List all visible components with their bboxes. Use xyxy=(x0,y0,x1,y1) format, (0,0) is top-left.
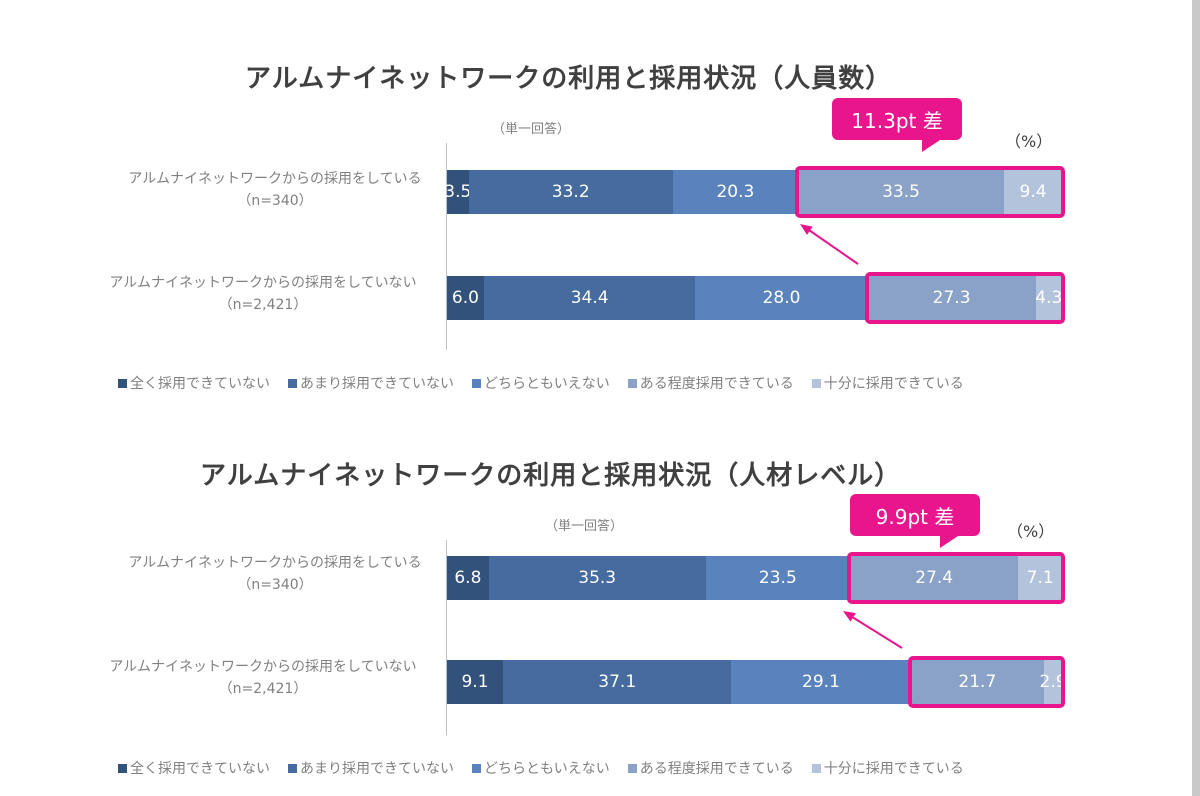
positive-share-highlight xyxy=(794,166,1065,218)
stacked-bar: 3.5 33.2 20.3 33.5 9.4 xyxy=(444,170,1062,214)
bar-segment-5: 2.9 xyxy=(1040,660,1067,704)
legend-swatch-icon xyxy=(472,378,481,388)
legend-label: 十分に採用できている xyxy=(823,376,964,392)
legend-item: ある程度採用できている xyxy=(627,373,794,393)
bar-segment-1: 9.1 xyxy=(447,660,504,704)
chart-legend: 全く採用できていない あまり採用できていない どちらともいえない ある程度採用できてい… xyxy=(118,373,964,393)
unit-label: （%） xyxy=(1005,132,1053,151)
legend-swatch-icon xyxy=(288,378,297,388)
legend-label: どちらともいえない xyxy=(484,376,610,392)
legend-swatch-icon xyxy=(811,378,821,388)
legend-item: 十分に採用できている xyxy=(811,373,964,393)
legend-label: ある程度採用できている xyxy=(639,761,794,777)
bar-segment-5: 7.1 xyxy=(1018,556,1062,600)
legend-swatch-icon xyxy=(627,763,637,773)
bar-segment-3: 20.3 xyxy=(672,170,798,214)
stacked-bar: 6.0 34.4 28.0 27.3 4.3 xyxy=(447,276,1062,320)
bar-segment-4: 33.5 xyxy=(797,170,1005,214)
difference-callout: 11.3pt 差 xyxy=(832,98,962,152)
legend-swatch-icon xyxy=(627,378,637,388)
window-edge xyxy=(1192,0,1200,796)
legend-label: あまり採用できていない xyxy=(300,376,454,392)
legend-item: あまり採用できていない xyxy=(288,373,454,393)
legend-item: ある程度採用できている xyxy=(627,758,794,778)
positive-share-highlight xyxy=(864,272,1065,324)
legend-swatch-icon xyxy=(472,763,481,773)
legend-item: どちらともいえない xyxy=(472,373,610,393)
positive-share-highlight xyxy=(907,656,1065,708)
stacked-bar: 9.1 37.1 29.1 21.7 2.9 xyxy=(447,660,1067,704)
category-sample-size: （n=2,421） xyxy=(218,297,308,313)
chart-title: アルムナイネットワークの利用と採用状況（人材レベル） xyxy=(200,461,902,491)
category-axis-line xyxy=(446,540,447,735)
legend-item: 全く採用できていない xyxy=(118,373,270,393)
chart-legend: 全く採用できていない あまり採用できていない どちらともいえない ある程度採用できてい… xyxy=(118,758,964,778)
category-label: アルムナイネットワークからの採用をしている （n=340） xyxy=(110,168,440,212)
bar-segment-1: 6.0 xyxy=(447,276,484,320)
category-name: アルムナイネットワークからの採用をしていない xyxy=(109,275,417,291)
category-label: アルムナイネットワークからの採用をしていない （n=2,421） xyxy=(98,656,428,700)
unit-label: （%） xyxy=(1007,522,1055,541)
stacked-bar: 6.8 35.3 23.5 27.4 7.1 xyxy=(447,556,1062,600)
category-name: アルムナイネットワークからの採用をしている xyxy=(128,555,422,571)
legend-item: あまり採用できていない xyxy=(288,758,454,778)
category-sample-size: （n=340） xyxy=(237,193,313,209)
legend-label: 全く採用できていない xyxy=(130,376,270,392)
category-name: アルムナイネットワークからの採用をしている xyxy=(128,171,422,187)
legend-swatch-icon xyxy=(811,763,821,773)
category-sample-size: （n=340） xyxy=(237,577,313,593)
bar-segment-3: 23.5 xyxy=(705,556,851,600)
bar-segment-2: 34.4 xyxy=(483,276,696,320)
category-label: アルムナイネットワークからの採用をしている （n=340） xyxy=(110,552,440,596)
difference-callout-text: 9.9pt 差 xyxy=(875,504,955,529)
legend-swatch-icon xyxy=(118,378,127,388)
positive-share-highlight xyxy=(847,552,1065,604)
legend-item: 全く採用できていない xyxy=(118,758,270,778)
answer-type-note: （単一回答） xyxy=(545,519,624,534)
callout-tail xyxy=(940,536,958,548)
bar-segment-2: 33.2 xyxy=(468,170,673,214)
bar-segment-4: 21.7 xyxy=(910,660,1045,704)
legend-label: ある程度採用できている xyxy=(639,376,794,392)
bar-segment-3: 28.0 xyxy=(695,276,868,320)
category-label: アルムナイネットワークからの採用をしていない （n=2,421） xyxy=(98,272,428,316)
difference-callout: 9.9pt 差 xyxy=(850,494,980,548)
legend-label: 十分に採用できている xyxy=(823,761,964,777)
category-sample-size: （n=2,421） xyxy=(218,681,308,697)
legend-label: 全く採用できていない xyxy=(130,761,270,777)
difference-callout-text: 11.3pt 差 xyxy=(851,108,943,133)
chart-title: アルムナイネットワークの利用と採用状況（人員数） xyxy=(245,64,893,94)
legend-swatch-icon xyxy=(288,763,297,773)
callout-tail xyxy=(922,140,940,152)
legend-label: どちらともいえない xyxy=(484,761,610,777)
answer-type-note: （単一回答） xyxy=(492,122,571,137)
bar-segment-1: 6.8 xyxy=(447,556,489,600)
bar-segment-3: 29.1 xyxy=(731,660,911,704)
category-name: アルムナイネットワークからの採用をしていない xyxy=(109,659,417,675)
legend-item: どちらともいえない xyxy=(472,758,610,778)
bar-segment-4: 27.4 xyxy=(850,556,1019,600)
legend-label: あまり採用できていない xyxy=(300,761,454,777)
legend-item: 十分に採用できている xyxy=(811,758,964,778)
legend-swatch-icon xyxy=(118,763,127,773)
bar-segment-2: 37.1 xyxy=(503,660,732,704)
bar-segment-1: 3.5 xyxy=(444,170,471,214)
bar-segment-2: 35.3 xyxy=(488,556,706,600)
bar-segment-4: 27.3 xyxy=(867,276,1036,320)
bar-segment-5: 9.4 xyxy=(1004,170,1062,214)
category-axis-line xyxy=(446,143,447,350)
bar-segment-5: 4.3 xyxy=(1035,276,1062,320)
